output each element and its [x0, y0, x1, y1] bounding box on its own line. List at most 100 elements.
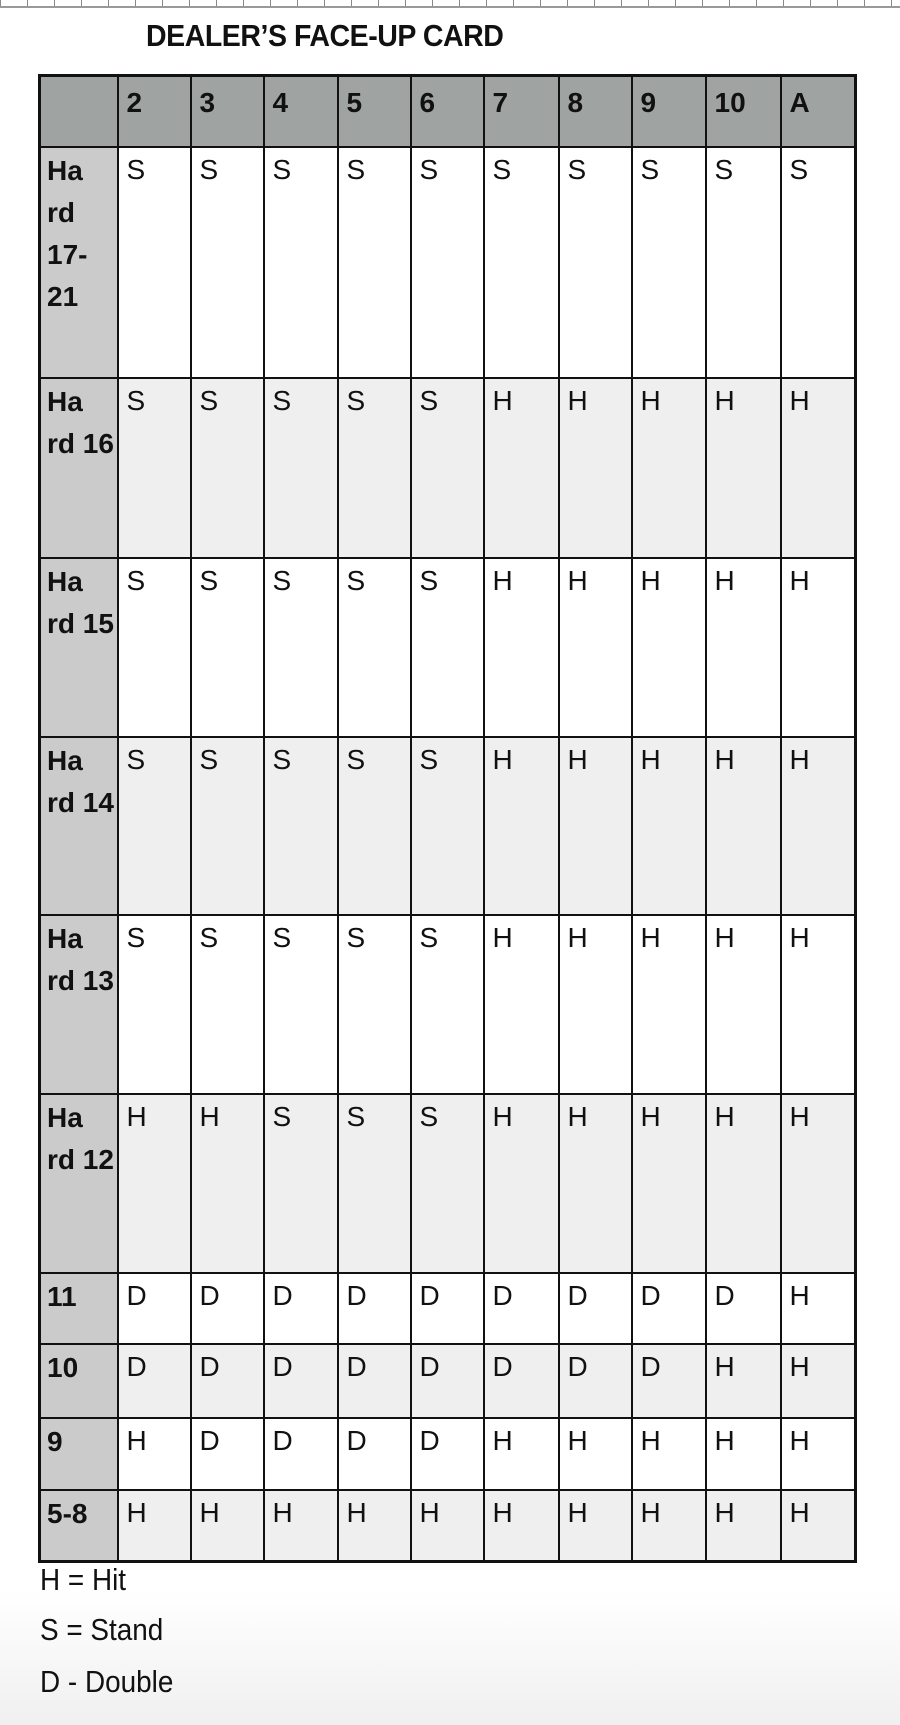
action-cell: D — [336, 1342, 412, 1419]
action-cell: S — [116, 145, 192, 379]
action-cell: S — [262, 1092, 339, 1274]
action-cell: S — [409, 913, 485, 1095]
action-cell: H — [557, 1488, 633, 1563]
action-cell: H — [482, 1488, 560, 1563]
action-cell: H — [557, 1416, 633, 1491]
action-cell: S — [116, 735, 192, 916]
column-header: 8 — [557, 74, 633, 148]
action-cell: S — [262, 376, 339, 559]
action-cell: H — [630, 913, 707, 1095]
row-header: Ha rd 15 — [38, 556, 119, 738]
action-cell: H — [779, 1271, 857, 1345]
action-cell: S — [630, 145, 707, 379]
action-cell: H — [557, 913, 633, 1095]
action-cell: H — [482, 376, 560, 559]
action-cell: D — [336, 1416, 412, 1491]
action-cell: H — [630, 1488, 707, 1563]
action-cell: D — [482, 1271, 560, 1345]
action-cell: H — [704, 913, 782, 1095]
action-cell: S — [336, 556, 412, 738]
action-cell: D — [557, 1342, 633, 1419]
action-cell: H — [630, 1092, 707, 1274]
action-cell: S — [336, 913, 412, 1095]
row-header: 11 — [38, 1271, 119, 1345]
action-cell: S — [336, 376, 412, 559]
action-cell: S — [189, 376, 265, 559]
action-cell: H — [482, 1092, 560, 1274]
action-cell: D — [482, 1342, 560, 1419]
action-cell: H — [189, 1092, 265, 1274]
row-header: 5-8 — [38, 1488, 119, 1563]
table-row: 5-8 H H H H H H H H H H — [38, 1488, 857, 1563]
action-cell: S — [557, 145, 633, 379]
action-cell: D — [409, 1342, 485, 1419]
action-cell: S — [409, 556, 485, 738]
action-cell: H — [779, 1342, 857, 1419]
action-cell: S — [482, 145, 560, 379]
table-row: Ha rd 14 S S S S S H H H H H — [38, 735, 857, 916]
action-cell: H — [779, 556, 857, 738]
action-cell: D — [116, 1271, 192, 1345]
action-cell: D — [189, 1342, 265, 1419]
action-cell: S — [409, 145, 485, 379]
action-cell: H — [779, 913, 857, 1095]
action-cell: H — [630, 735, 707, 916]
strategy-table: 2 3 4 5 6 7 8 9 10 A Ha rd 17- 21 S S S S S S S S S S Ha rd … — [38, 74, 857, 1563]
action-cell: H — [557, 1092, 633, 1274]
action-cell: H — [704, 556, 782, 738]
action-cell: S — [116, 913, 192, 1095]
column-header: 5 — [336, 74, 412, 148]
action-cell: H — [704, 1488, 782, 1563]
action-cell: H — [779, 1488, 857, 1563]
action-cell: S — [409, 376, 485, 559]
action-cell: H — [557, 376, 633, 559]
column-header: 6 — [409, 74, 485, 148]
header-row: 2 3 4 5 6 7 8 9 10 A — [38, 74, 857, 148]
table-row: Ha rd 16 S S S S S H H H H H — [38, 376, 857, 559]
action-cell: H — [630, 376, 707, 559]
action-cell: H — [779, 1416, 857, 1491]
action-cell: H — [262, 1488, 339, 1563]
table-row: 11 D D D D D D D D D H — [38, 1271, 857, 1345]
row-header: Ha rd 16 — [38, 376, 119, 559]
action-cell: H — [557, 556, 633, 738]
action-cell: H — [482, 1416, 560, 1491]
action-cell: S — [189, 735, 265, 916]
chart-title: DEALER’S FACE-UP CARD — [146, 18, 504, 53]
action-cell: D — [189, 1271, 265, 1345]
action-cell: S — [189, 913, 265, 1095]
action-cell: D — [262, 1416, 339, 1491]
row-header: Ha rd 12 — [38, 1092, 119, 1274]
action-cell: S — [116, 556, 192, 738]
action-cell: D — [704, 1271, 782, 1345]
action-cell: H — [704, 376, 782, 559]
action-cell: S — [262, 735, 339, 916]
table-row: Ha rd 15 S S S S S H H H H H — [38, 556, 857, 738]
action-cell: D — [116, 1342, 192, 1419]
action-cell: D — [189, 1416, 265, 1491]
action-cell: H — [116, 1416, 192, 1491]
action-cell: H — [482, 735, 560, 916]
table-row: Ha rd 17- 21 S S S S S S S S S S — [38, 145, 857, 379]
action-cell: H — [630, 556, 707, 738]
action-cell: D — [262, 1271, 339, 1345]
action-cell: H — [116, 1092, 192, 1274]
action-cell: S — [262, 145, 339, 379]
action-cell: H — [779, 735, 857, 916]
action-cell: S — [409, 1092, 485, 1274]
action-cell: S — [262, 913, 339, 1095]
column-header: A — [779, 74, 857, 148]
action-cell: H — [409, 1488, 485, 1563]
action-cell: H — [482, 556, 560, 738]
table-row: Ha rd 12 H H S S S H H H H H — [38, 1092, 857, 1274]
row-header: 10 — [38, 1342, 119, 1419]
action-cell: S — [409, 735, 485, 916]
action-cell: S — [189, 145, 265, 379]
action-cell: D — [409, 1271, 485, 1345]
action-cell: H — [336, 1488, 412, 1563]
table-row: 10 D D D D D D D D H H — [38, 1342, 857, 1419]
corner-cell — [38, 74, 119, 148]
action-cell: H — [704, 1092, 782, 1274]
column-header: 9 — [630, 74, 707, 148]
